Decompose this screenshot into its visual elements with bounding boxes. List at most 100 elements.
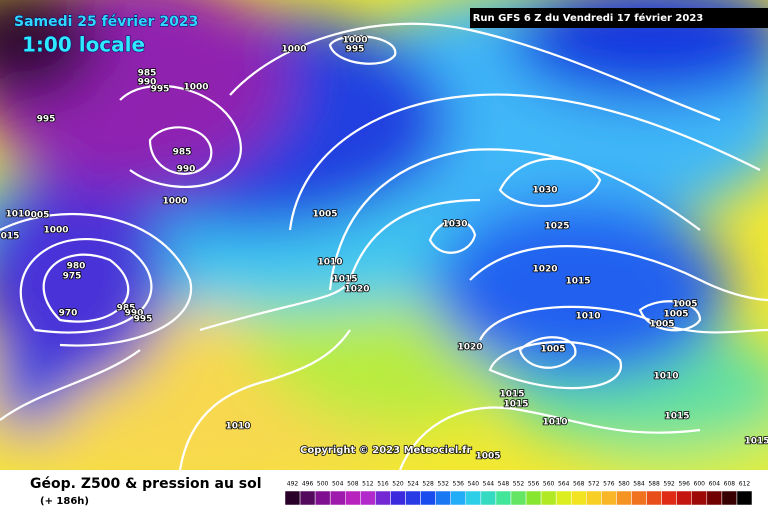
color-swatch	[706, 490, 723, 506]
isobar-label: 1020	[344, 285, 369, 295]
color-swatch	[631, 490, 647, 506]
isobar-label: 1030	[442, 220, 467, 230]
scale-label: 580	[618, 481, 630, 488]
footer-title: Géop. Z500 & pression au sol	[30, 476, 262, 492]
isobar-label: 985	[173, 148, 192, 158]
isobar-label: 985	[117, 304, 136, 314]
scale-label: 596	[678, 481, 690, 488]
isobar-label: 985	[138, 69, 157, 79]
isobar-label: 1025	[544, 222, 569, 232]
scale-label: 492	[287, 481, 299, 488]
scale-label: 588	[648, 481, 660, 488]
scale-label: 524	[407, 481, 419, 488]
color-swatch	[375, 490, 391, 506]
isobar-label: 1000	[281, 45, 306, 55]
color-swatch	[495, 490, 512, 506]
scale-label: 576	[603, 481, 615, 488]
scale-label: 512	[362, 481, 374, 488]
scale-label: 608	[724, 481, 736, 488]
isobar-label: 1010	[653, 372, 678, 382]
scale-label: 532	[437, 481, 449, 488]
isobar-label: 995	[346, 45, 365, 55]
isobar-label: 1015	[664, 412, 689, 422]
scale-label: 612	[739, 481, 751, 488]
scale-label: 528	[422, 481, 434, 488]
color-swatch	[465, 490, 482, 506]
color-swatch	[405, 490, 421, 506]
isobar-label: 1000	[43, 226, 68, 236]
isobar-label: 1010	[542, 418, 567, 428]
scale-label: 540	[468, 481, 480, 488]
color-swatch	[570, 490, 587, 506]
color-swatch	[540, 490, 557, 506]
isobar-label: 995	[37, 115, 56, 125]
isobar-label: 1005	[672, 300, 697, 310]
isobar-label: 1005	[475, 452, 500, 462]
isobar-label: 1015	[744, 437, 768, 447]
map-field	[0, 0, 768, 470]
isobar-label: 1015	[565, 277, 590, 287]
scale-label: 500	[317, 481, 329, 488]
isobar-label: 970	[59, 309, 78, 319]
color-swatch	[329, 490, 346, 506]
time-label: 1:00 locale	[22, 33, 145, 57]
scale-label: 508	[347, 481, 359, 488]
isobar-label: 1010	[5, 210, 30, 220]
isobar-label: 1010	[317, 258, 342, 268]
color-swatch	[345, 490, 361, 506]
scale-label: 552	[513, 481, 525, 488]
scale-label: 584	[633, 481, 645, 488]
scale-label: 604	[709, 481, 721, 488]
scale-label: 572	[588, 481, 600, 488]
scale-label: 568	[573, 481, 585, 488]
run-box	[470, 8, 768, 28]
scale-label: 600	[694, 481, 706, 488]
color-swatch	[435, 490, 451, 506]
isobar-label: 995	[151, 85, 170, 95]
scale-label: 592	[663, 481, 675, 488]
color-swatch	[525, 490, 542, 506]
color-swatch	[510, 490, 527, 506]
copyright: Copyright © 2023 Meteociel.fr	[300, 445, 471, 456]
isobar-label: 1005	[663, 310, 688, 320]
color-swatch	[390, 490, 406, 506]
isobar-label: 1030	[532, 186, 557, 196]
isobar-label: 1005	[649, 320, 674, 330]
color-swatch	[646, 490, 662, 506]
isobar-label: 1000	[183, 83, 208, 93]
color-swatch	[420, 490, 436, 506]
isobar-label: 1015	[499, 390, 524, 400]
isobar-label: 990	[138, 78, 157, 88]
color-swatch	[691, 490, 708, 506]
run-label: Run GFS 6 Z du Vendredi 17 février 2023	[473, 12, 704, 24]
isobar-label: 990	[177, 165, 196, 175]
scale-label: 544	[483, 481, 495, 488]
isobar-label: 1015	[503, 400, 528, 410]
isobar-label: 1015	[332, 275, 357, 285]
color-swatch	[616, 490, 632, 506]
isobar-label: 1010	[575, 312, 600, 322]
color-swatch	[601, 490, 617, 506]
isobar-label: 1005	[312, 210, 337, 220]
scale-label: 516	[377, 481, 389, 488]
isobar-label: 1005	[540, 345, 565, 355]
color-swatch	[299, 490, 316, 506]
isobar-label: 1020	[457, 343, 482, 353]
color-scale: 492 496 500 504 508 512 516 520 524 528 532 536 540 5…	[284, 481, 753, 506]
scale-label: 496	[302, 481, 314, 488]
isobar-label: 980	[67, 262, 86, 272]
color-swatch	[661, 490, 677, 506]
isobar-label: 015	[1, 232, 20, 242]
isobar-label: 1000	[342, 36, 367, 46]
color-swatch	[721, 490, 738, 506]
scale-label: 520	[392, 481, 404, 488]
color-swatch	[555, 490, 572, 506]
color-swatch	[314, 490, 331, 506]
scale-label: 560	[543, 481, 555, 488]
color-swatch	[586, 490, 602, 506]
color-swatch	[676, 490, 692, 506]
scale-label: 504	[332, 481, 344, 488]
